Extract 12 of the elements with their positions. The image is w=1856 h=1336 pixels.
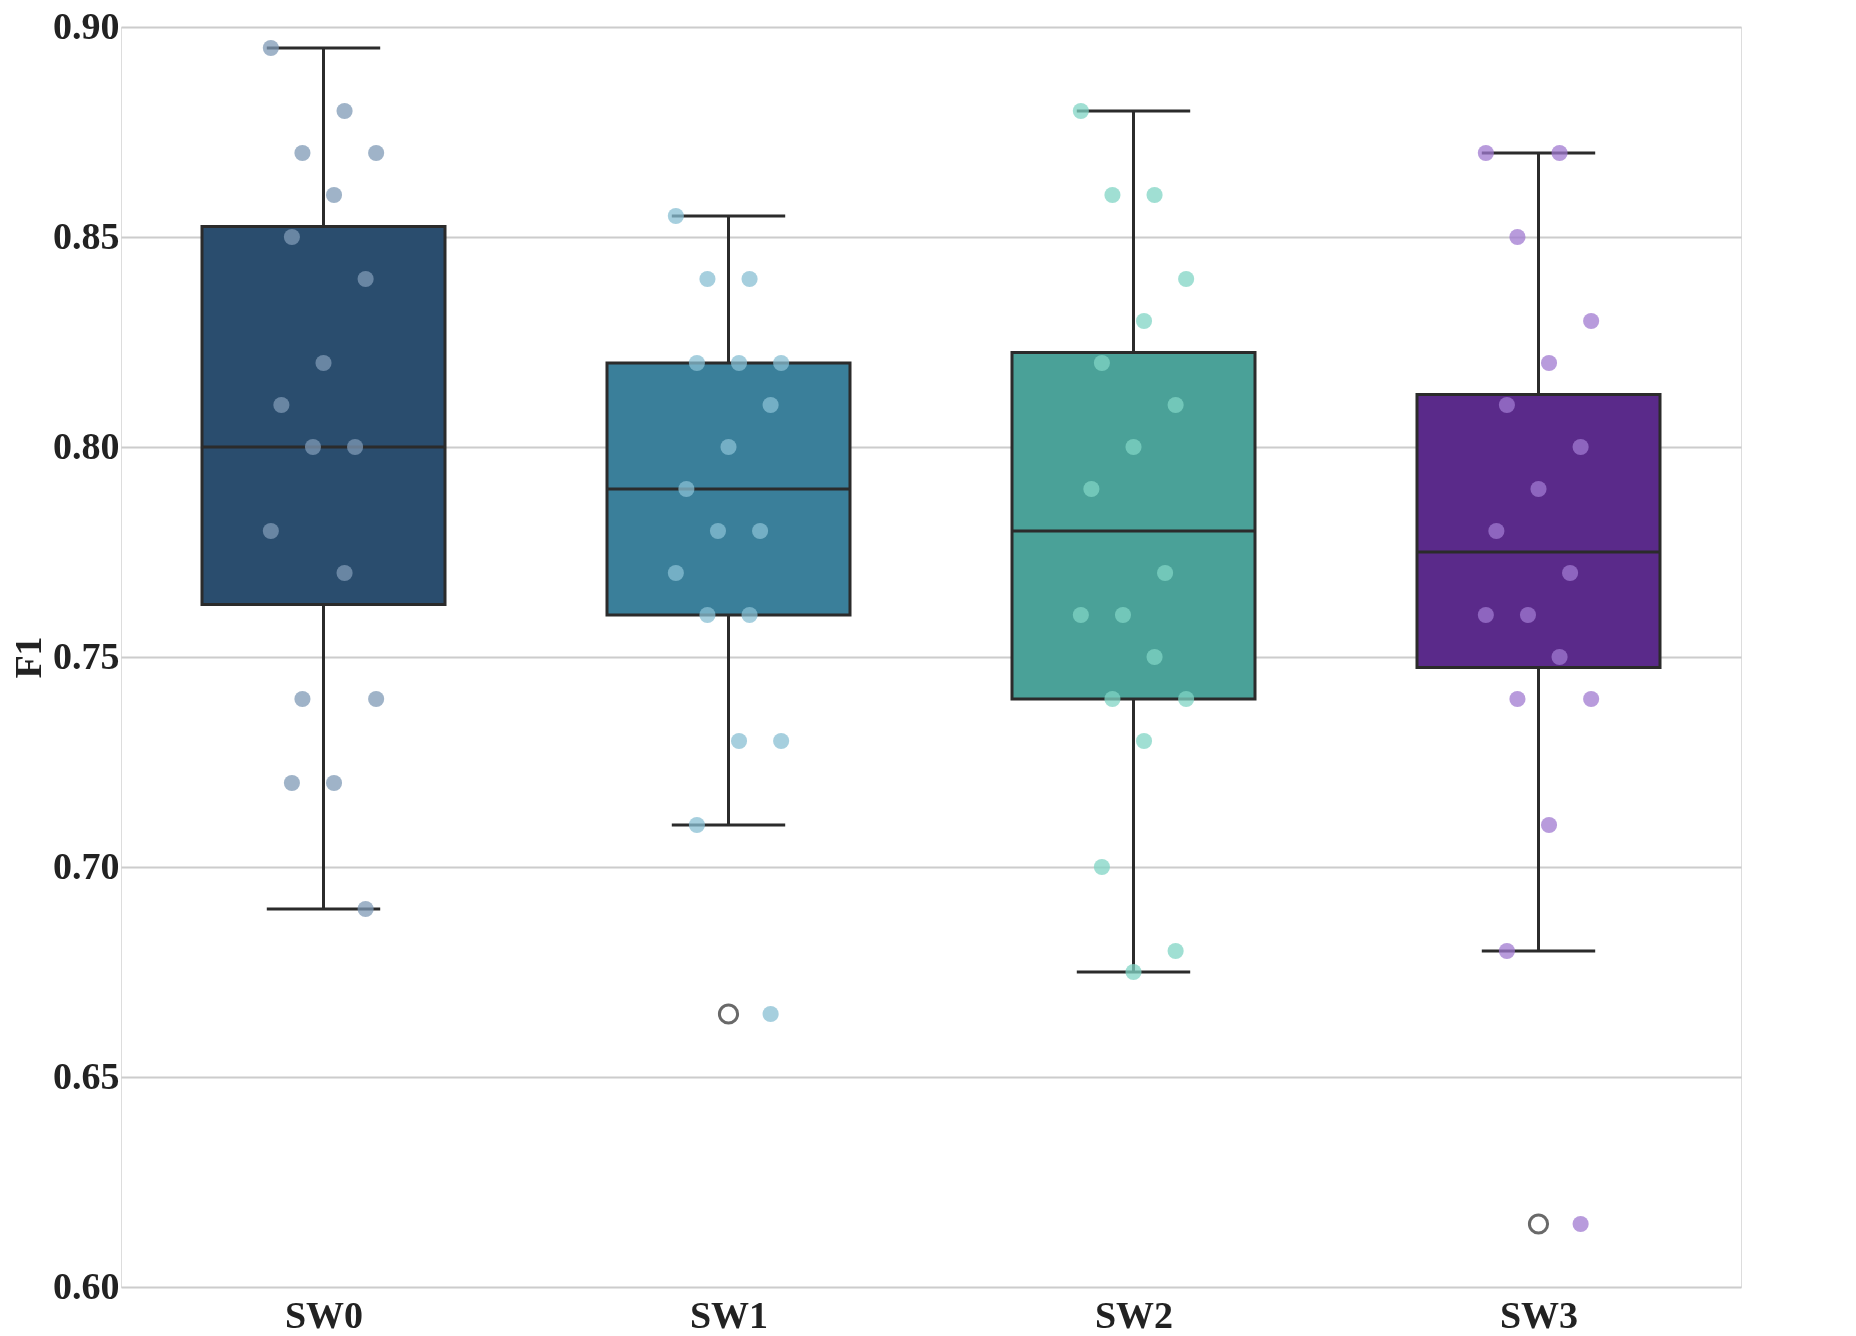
y-tick-label: 0.70: [53, 844, 120, 887]
y-tick-label: 0.90: [53, 4, 120, 47]
y-tick-label: 0.80: [53, 424, 120, 467]
x-tick-label: SW3: [1499, 1293, 1579, 1336]
y-tick-label: 0.85: [53, 214, 120, 257]
y-tick-label: 0.60: [53, 1264, 120, 1307]
y-axis-title: F1: [7, 636, 49, 679]
x-tick-label: SW0: [284, 1293, 364, 1336]
y-tick-label: 0.75: [53, 634, 120, 677]
y-tick-label: 0.65: [53, 1054, 120, 1097]
x-tick-label: SW2: [1094, 1293, 1174, 1336]
x-tick-label: SW1: [689, 1293, 769, 1336]
